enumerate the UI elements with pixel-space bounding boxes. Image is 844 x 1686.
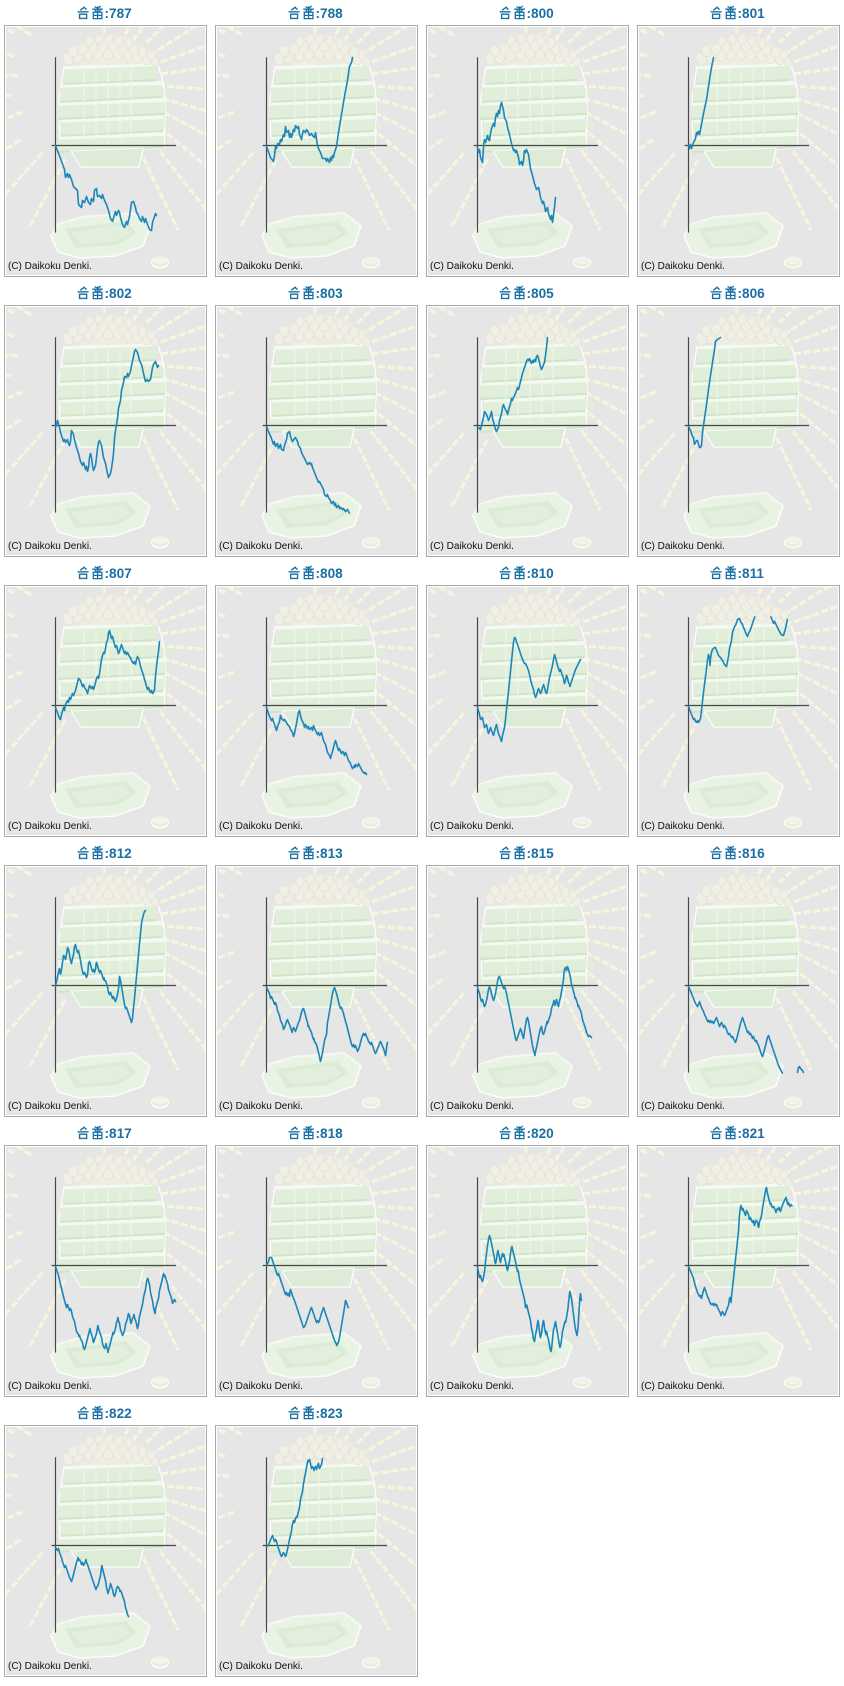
- svg-text::802: :802: [105, 285, 133, 300]
- svg-text::808: :808: [316, 565, 344, 580]
- svg-text::818: :818: [316, 1125, 344, 1140]
- svg-text::805: :805: [527, 285, 555, 300]
- svg-text::812: :812: [105, 845, 133, 860]
- svg-text::822: :822: [105, 1405, 133, 1420]
- svg-text::800: :800: [527, 5, 554, 20]
- svg-text::787: :787: [105, 5, 132, 20]
- svg-text::788: :788: [316, 5, 344, 20]
- svg-text::815: :815: [527, 845, 555, 860]
- svg-text::811: :811: [738, 565, 765, 580]
- svg-text::810: :810: [527, 565, 554, 580]
- svg-text::806: :806: [738, 285, 766, 300]
- svg-text::807: :807: [105, 565, 132, 580]
- svg-text::821: :821: [738, 1125, 766, 1140]
- svg-text::817: :817: [105, 1125, 132, 1140]
- svg-text::803: :803: [316, 285, 344, 300]
- svg-text::813: :813: [316, 845, 344, 860]
- svg-text::816: :816: [738, 845, 766, 860]
- svg-text::820: :820: [527, 1125, 554, 1140]
- svg-text::823: :823: [316, 1405, 344, 1420]
- svg-text::801: :801: [738, 5, 766, 20]
